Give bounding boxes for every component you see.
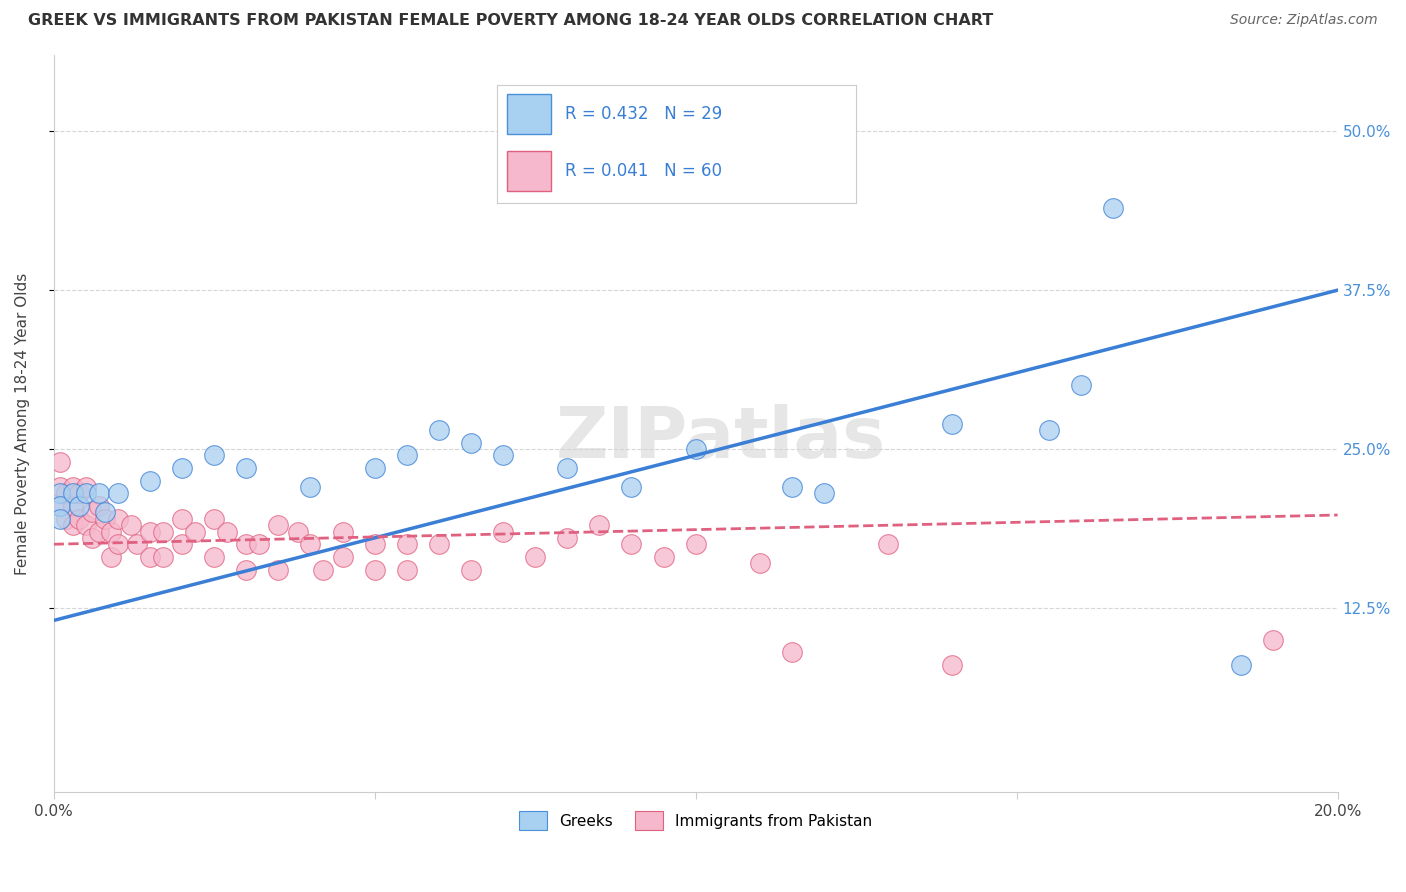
Point xyxy=(55,486,77,500)
Point xyxy=(299,480,322,494)
Point xyxy=(67,512,90,526)
Point xyxy=(312,563,335,577)
Point xyxy=(780,480,803,494)
Point xyxy=(363,461,385,475)
Text: GREEK VS IMMIGRANTS FROM PAKISTAN FEMALE POVERTY AMONG 18-24 YEAR OLDS CORRELATI: GREEK VS IMMIGRANTS FROM PAKISTAN FEMALE… xyxy=(28,13,994,29)
Point xyxy=(100,524,122,539)
Point xyxy=(492,448,515,462)
Point xyxy=(588,518,610,533)
Point xyxy=(152,524,174,539)
Point xyxy=(235,537,257,551)
Point xyxy=(184,524,207,539)
Point xyxy=(202,448,225,462)
Point xyxy=(49,499,72,513)
Point xyxy=(395,448,418,462)
Point xyxy=(152,549,174,564)
Point xyxy=(555,531,578,545)
Point xyxy=(395,563,418,577)
Point xyxy=(94,506,117,520)
Point xyxy=(780,645,803,659)
Point xyxy=(941,417,963,431)
Point xyxy=(67,499,90,513)
Point xyxy=(1102,201,1125,215)
Point xyxy=(62,480,84,494)
Point xyxy=(877,537,900,551)
Point xyxy=(67,486,90,500)
Point xyxy=(524,549,547,564)
Point xyxy=(75,518,97,533)
Point xyxy=(235,461,257,475)
Point xyxy=(427,537,450,551)
Point xyxy=(215,524,238,539)
Point xyxy=(202,549,225,564)
Point xyxy=(620,480,643,494)
Point xyxy=(62,499,84,513)
Point xyxy=(652,549,675,564)
Point xyxy=(363,563,385,577)
Point xyxy=(49,480,72,494)
Text: Source: ZipAtlas.com: Source: ZipAtlas.com xyxy=(1230,13,1378,28)
Point xyxy=(82,506,104,520)
Point xyxy=(107,512,129,526)
Point xyxy=(555,461,578,475)
Point xyxy=(460,563,482,577)
Point xyxy=(139,474,162,488)
Point xyxy=(247,537,270,551)
Point xyxy=(107,486,129,500)
Point xyxy=(75,486,97,500)
Point xyxy=(748,556,770,570)
Point xyxy=(139,524,162,539)
Point xyxy=(107,537,129,551)
Point xyxy=(299,537,322,551)
Y-axis label: Female Poverty Among 18-24 Year Olds: Female Poverty Among 18-24 Year Olds xyxy=(15,272,30,574)
Point xyxy=(235,563,257,577)
Point xyxy=(460,435,482,450)
Point xyxy=(87,499,110,513)
Point xyxy=(267,563,290,577)
Point xyxy=(120,518,142,533)
Point xyxy=(813,486,835,500)
Point xyxy=(332,524,354,539)
Point xyxy=(267,518,290,533)
Point xyxy=(202,512,225,526)
Point xyxy=(49,455,72,469)
Point xyxy=(75,480,97,494)
Legend: Greeks, Immigrants from Pakistan: Greeks, Immigrants from Pakistan xyxy=(513,805,879,836)
Point xyxy=(1263,632,1285,647)
Point xyxy=(363,537,385,551)
Point xyxy=(62,486,84,500)
Point xyxy=(139,549,162,564)
Point xyxy=(87,486,110,500)
Point xyxy=(685,442,707,456)
Point xyxy=(332,549,354,564)
Point xyxy=(427,423,450,437)
Point xyxy=(170,512,193,526)
Point xyxy=(125,537,148,551)
Point xyxy=(87,524,110,539)
Point xyxy=(492,524,515,539)
Point xyxy=(1070,378,1092,392)
Point xyxy=(620,537,643,551)
Text: ZIPatlas: ZIPatlas xyxy=(557,404,886,473)
Point xyxy=(287,524,309,539)
Point xyxy=(395,537,418,551)
Point xyxy=(94,512,117,526)
Point xyxy=(55,512,77,526)
Point xyxy=(1230,657,1253,672)
Point xyxy=(49,486,72,500)
Point xyxy=(170,537,193,551)
Point xyxy=(100,549,122,564)
Point xyxy=(170,461,193,475)
Point xyxy=(49,499,72,513)
Point xyxy=(62,518,84,533)
Point xyxy=(941,657,963,672)
Point xyxy=(1038,423,1060,437)
Point xyxy=(82,531,104,545)
Point xyxy=(49,512,72,526)
Point xyxy=(685,537,707,551)
